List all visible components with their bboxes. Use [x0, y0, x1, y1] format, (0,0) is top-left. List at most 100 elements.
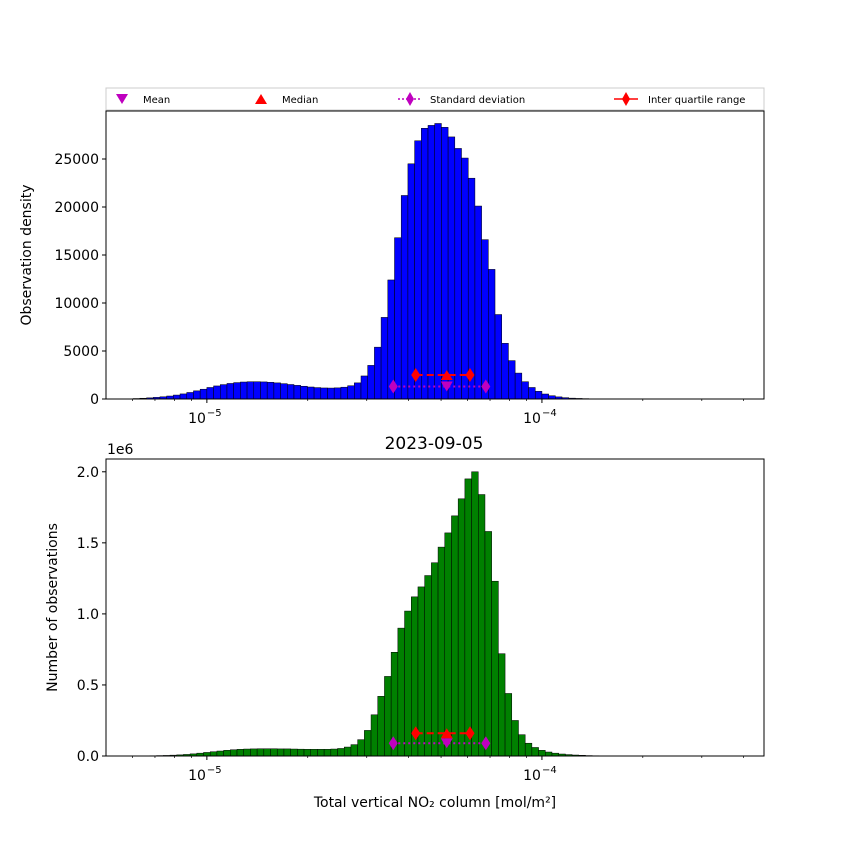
top-bars: [132, 123, 643, 400]
bottom-y-ticks: 0.0 0.5 1.0 1.5 2.0: [77, 465, 106, 765]
histogram-bar: [343, 746, 352, 757]
histogram-bar: [478, 494, 486, 757]
histogram-bar: [437, 546, 446, 757]
x-tick-label: 10−5: [188, 765, 222, 784]
top-axes-frame: [105, 110, 765, 400]
histogram-bar: [297, 748, 305, 757]
histogram-bar: [454, 148, 462, 400]
histogram-bar: [498, 653, 506, 757]
histogram-bar: [303, 749, 311, 757]
histogram-bar: [524, 742, 533, 757]
histogram-bar: [260, 381, 268, 400]
histogram-bar: [280, 383, 288, 400]
histogram-bar: [220, 384, 228, 400]
histogram-bar: [173, 394, 181, 400]
histogram-bar: [397, 627, 405, 757]
bottom-x-ticks: 10−5 10−4: [132, 756, 745, 784]
bottom-axes-frame: [105, 458, 765, 757]
histogram-bar: [518, 734, 526, 757]
histogram-bar: [203, 752, 211, 757]
histogram-bar: [360, 375, 368, 400]
histogram-bar: [511, 720, 519, 757]
histogram-bar: [491, 580, 499, 757]
histogram-bar: [340, 386, 348, 400]
histogram-bar: [545, 751, 553, 757]
histogram-bar: [320, 387, 328, 400]
mean-marker: [440, 381, 453, 392]
diamond-marker: [465, 726, 475, 741]
histogram-bar: [514, 372, 523, 400]
histogram-bar: [451, 515, 459, 757]
histogram-bar: [421, 128, 429, 400]
histogram-bar: [243, 748, 251, 757]
median-marker: [440, 370, 453, 380]
legend-median: Median: [255, 94, 318, 106]
bottom-y-offset-text: 1e6: [107, 442, 134, 458]
histogram-bar: [287, 384, 295, 400]
histogram-bar: [404, 610, 412, 757]
histogram-bar: [273, 382, 281, 400]
histogram-bar: [427, 125, 435, 400]
histogram-bar: [199, 388, 208, 400]
histogram-bar: [374, 346, 382, 400]
x-tick-label: 10−4: [523, 765, 557, 784]
diamond-marker: [411, 368, 421, 382]
histogram-bar: [283, 748, 291, 757]
y-tick-label: 15000: [54, 248, 99, 264]
histogram-bar: [226, 383, 234, 400]
legend-iqr: Inter quartile range: [614, 92, 745, 106]
top-y-axis-label: Observation density: [19, 184, 35, 325]
legend-mean-label: Mean: [143, 95, 170, 106]
histogram-bar: [461, 157, 469, 400]
legend-std: Standard deviation: [398, 92, 525, 106]
y-tick-label: 0.0: [77, 749, 99, 765]
histogram-bar: [256, 748, 265, 757]
legend-box: [105, 87, 765, 111]
histogram-bar: [223, 750, 231, 757]
histogram-bar: [300, 385, 308, 400]
histogram-bar: [310, 749, 318, 757]
histogram-bar: [350, 744, 358, 757]
diamond-marker: [411, 726, 421, 741]
triangle-down-icon: [116, 94, 128, 104]
legend-std-label: Standard deviation: [430, 95, 525, 106]
histogram-bar: [246, 381, 255, 400]
histogram-bar: [266, 382, 275, 400]
histogram-bar: [179, 393, 188, 400]
histogram-bar: [333, 387, 342, 400]
histogram-bar: [367, 365, 375, 400]
histogram-bar: [414, 140, 422, 400]
top-histogram-panel: 0 5000 10000 15000 20000 25000 10−5 10−4 Obser…: [19, 110, 765, 427]
histogram-bar: [354, 382, 362, 400]
histogram-bar: [488, 269, 496, 400]
histogram-bar: [424, 575, 432, 757]
y-tick-label: 0: [90, 392, 99, 408]
histogram-bar: [531, 747, 539, 757]
histogram-bar: [357, 739, 365, 757]
y-tick-label: 20000: [54, 200, 99, 216]
histogram-bar: [431, 562, 439, 757]
top-y-ticks: 0 5000 10000 15000 20000 25000: [54, 152, 106, 408]
y-tick-label: 25000: [54, 152, 99, 168]
histogram-bar: [447, 136, 456, 400]
histogram-bar: [534, 391, 543, 400]
histogram-bar: [337, 748, 345, 757]
histogram-bar: [290, 748, 298, 757]
histogram-bar: [206, 387, 214, 400]
histogram-bar: [528, 387, 536, 400]
x-tick-label: 10−5: [188, 408, 222, 427]
histogram-bar: [441, 127, 449, 400]
bottom-y-axis-label: Number of observations: [45, 523, 61, 692]
histogram-bar: [193, 390, 201, 400]
histogram-bar: [213, 385, 221, 400]
diamond-marker: [481, 379, 491, 394]
histogram-bar: [370, 714, 378, 757]
histogram-bar: [236, 749, 244, 757]
histogram-bar: [494, 314, 502, 400]
median-marker: [440, 728, 453, 739]
histogram-bar: [209, 751, 218, 757]
histogram-bar: [276, 748, 285, 757]
histogram-bar: [400, 195, 409, 400]
histogram-bar: [538, 750, 546, 757]
histogram-bar: [377, 696, 385, 757]
